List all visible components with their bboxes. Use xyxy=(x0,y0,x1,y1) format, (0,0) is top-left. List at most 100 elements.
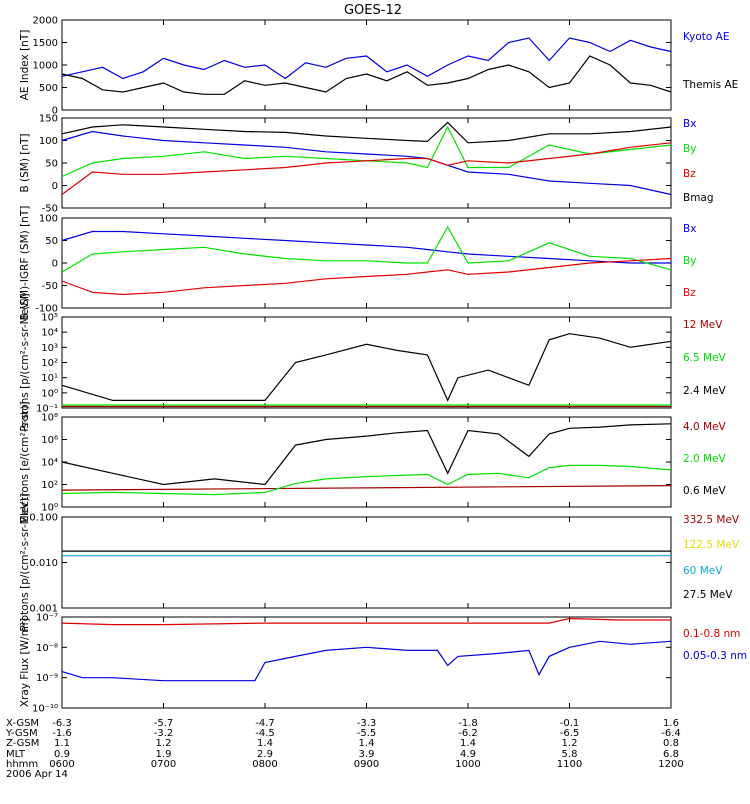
axis-row-label: hhmm xyxy=(6,759,38,770)
x-tick-label: -1.6 xyxy=(52,728,72,739)
y-tick-label: 10² xyxy=(41,358,58,369)
y-tick-label: 100 xyxy=(39,214,58,225)
series-line xyxy=(61,142,672,195)
series-line xyxy=(61,640,672,682)
y-tick-label: 0.001 xyxy=(29,604,58,615)
y-tick-label: 0 xyxy=(52,259,58,270)
series-line xyxy=(61,485,672,491)
x-tick-label: 1.4 xyxy=(460,738,476,749)
x-tick-label: -0.1 xyxy=(560,718,580,729)
legend-entry: Kyoto AE xyxy=(683,31,729,43)
x-tick-label: 1200 xyxy=(658,759,683,770)
y-tick-label: 0.100 xyxy=(29,513,58,524)
y-axis-label: Electrons [e/(cm²-s-sr)] xyxy=(19,401,31,522)
y-axis-label: Protons [p/(cm²-s-sr-MeV)] xyxy=(19,293,31,431)
legend-entry: 122.5 MeV xyxy=(683,539,740,551)
legend-entry: 0.6 MeV xyxy=(683,485,727,497)
date-label: 2006 Apr 14 xyxy=(6,769,68,780)
legend-entry: 27.5 MeV xyxy=(683,589,733,601)
x-tick-label: -5.5 xyxy=(357,728,377,739)
legend-entry: Themis AE xyxy=(682,79,738,91)
legend-entry: 6.5 MeV xyxy=(683,352,727,364)
y-tick-label: 100 xyxy=(39,136,58,147)
series-line xyxy=(61,125,672,178)
y-tick-label: -50 xyxy=(42,281,58,292)
y-tick-label: 10⁴ xyxy=(41,328,58,339)
x-tick-label: -5.7 xyxy=(154,718,174,729)
axis-row-label: Y-GSM xyxy=(5,728,38,739)
panel-frame xyxy=(61,516,672,609)
x-tick-label: 3.9 xyxy=(359,749,375,760)
x-tick-label: -1.8 xyxy=(458,718,478,729)
y-tick-label: 10⁰ xyxy=(41,503,58,514)
y-axis-label: Protons [p/(cm²-s-sr-MeV)] xyxy=(19,493,31,631)
y-tick-label: 1500 xyxy=(33,38,58,49)
legend-entry: Bx xyxy=(683,223,696,235)
x-tick-label: -4.5 xyxy=(255,728,275,739)
x-tick-label: 2.9 xyxy=(257,749,273,760)
x-tick-label: -6.4 xyxy=(661,728,681,739)
x-tick-label: 1100 xyxy=(557,759,582,770)
y-tick-label: 150 xyxy=(39,114,58,125)
y-axis-label: Xray Flux [W/m²] xyxy=(19,618,31,707)
legend-entry: By xyxy=(683,143,696,155)
y-tick-label: 0.010 xyxy=(29,558,58,569)
legend-entry: Bz xyxy=(683,168,696,180)
legend-entry: Bmag xyxy=(683,192,714,204)
legend-entry: Bz xyxy=(683,287,696,299)
x-tick-label: -4.7 xyxy=(255,718,275,729)
y-tick-label: 1000 xyxy=(33,61,58,72)
y-tick-label: 2000 xyxy=(33,16,58,27)
y-axis-label: AE Index [nT] xyxy=(19,30,31,101)
legend-entry: Bx xyxy=(683,118,696,130)
legend-entry: 2.0 MeV xyxy=(683,453,727,465)
x-tick-label: -3.3 xyxy=(357,718,377,729)
x-tick-label: 1.1 xyxy=(54,738,70,749)
x-tick-label: 0600 xyxy=(49,759,74,770)
y-tick-label: 50 xyxy=(45,236,58,247)
x-tick-label: 1.2 xyxy=(156,738,172,749)
y-tick-label: 10⁸ xyxy=(41,413,58,424)
legend-entry: By xyxy=(683,255,696,267)
y-tick-label: -50 xyxy=(42,204,58,215)
y-tick-label: 10¹ xyxy=(41,373,58,384)
series-line xyxy=(61,257,672,296)
y-tick-label: 10⁻⁷ xyxy=(36,613,58,624)
series-line xyxy=(61,37,672,80)
axis-row-label: X-GSM xyxy=(6,718,39,729)
panel-frame xyxy=(61,316,672,409)
x-tick-label: 1.6 xyxy=(663,718,679,729)
axis-row-label: MLT xyxy=(6,749,26,760)
chart-title: GOES-12 xyxy=(344,3,402,18)
x-tick-label: 1.9 xyxy=(156,749,172,760)
x-tick-label: 1000 xyxy=(455,759,480,770)
y-tick-label: 10⁰ xyxy=(41,388,58,399)
y-axis-label: B (SM)-IGRF (SM) [nT] xyxy=(19,206,31,321)
y-tick-label: 50 xyxy=(45,159,58,170)
panel-frame xyxy=(61,117,672,209)
legend-entry: 2.4 MeV xyxy=(683,385,727,397)
x-tick-label: 5.8 xyxy=(562,749,578,760)
x-tick-label: 0.8 xyxy=(663,738,679,749)
y-tick-label: 10⁻⁸ xyxy=(36,643,58,654)
x-tick-label: 0.9 xyxy=(54,749,70,760)
series-line xyxy=(61,130,672,196)
panel-frame xyxy=(61,217,672,309)
series-line xyxy=(61,617,671,626)
x-tick-label: 4.9 xyxy=(460,749,476,760)
x-tick-label: 0900 xyxy=(354,759,379,770)
legend-entry: 60 MeV xyxy=(683,565,723,577)
x-tick-label: 0800 xyxy=(252,759,277,770)
y-tick-label: 0 xyxy=(52,181,58,192)
series-line xyxy=(61,333,672,402)
y-tick-label: 10⁵ xyxy=(41,313,58,324)
y-axis-label: B (SM) [nT] xyxy=(19,133,31,192)
y-tick-label: 500 xyxy=(39,83,58,94)
x-tick-label: -3.2 xyxy=(154,728,174,739)
series-line xyxy=(61,423,672,486)
legend-entry: 0.05-0.3 nm xyxy=(683,650,747,662)
panel-frame xyxy=(61,616,672,709)
x-tick-label: 1.2 xyxy=(562,738,578,749)
